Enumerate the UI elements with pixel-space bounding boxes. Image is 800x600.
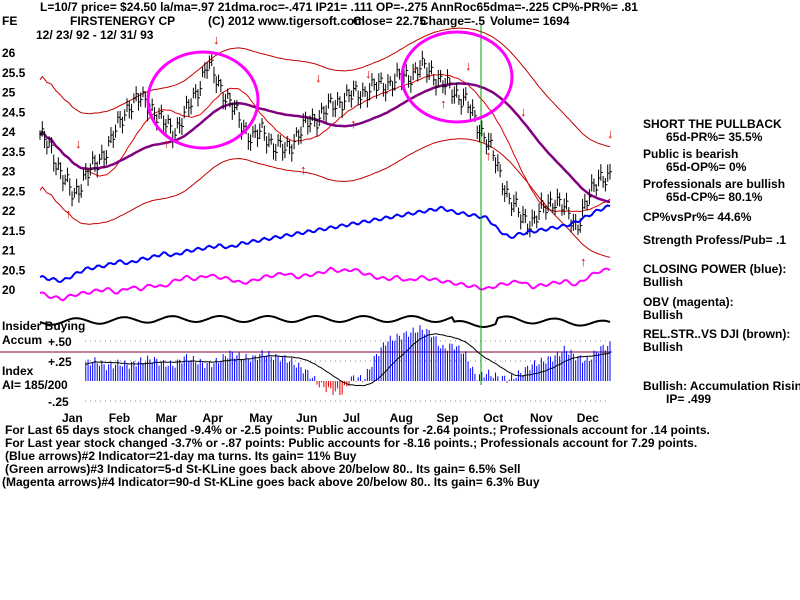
y-tick-label: 20.5 <box>2 263 26 277</box>
closing-power-label: CLOSING POWER (blue): <box>643 262 787 276</box>
change-value: Change=-.5 <box>420 14 486 28</box>
y-tick-label: 25.5 <box>2 66 26 80</box>
y-tick-label: 21.5 <box>2 224 26 238</box>
buy-arrow-icon: ↑ <box>440 96 447 111</box>
obv-label: OBV (magenta): <box>643 295 734 309</box>
cp-percent: 65d-CP%= 80.1% <box>666 190 763 204</box>
y-tick-label: 20 <box>2 283 16 297</box>
ip-value: IP= .499 <box>666 392 712 406</box>
sell-arrow-icon: ↓ <box>213 32 220 47</box>
x-tick-label: Jan <box>62 411 83 425</box>
y-tick-label: 25 <box>2 86 16 100</box>
acc-tick-label: -.25 <box>48 395 69 409</box>
relstr-line <box>39 314 611 329</box>
highlight-circle <box>400 30 514 124</box>
sell-arrow-icon: ↓ <box>607 126 614 141</box>
date-range: 12/ 23/ 92 - 12/ 31/ 93 <box>36 28 154 42</box>
y-tick-label: 26 <box>2 46 16 60</box>
x-tick-label: Jun <box>296 411 317 425</box>
sell-arrow-icon: ↓ <box>412 58 419 73</box>
buy-arrow-icon: ↑ <box>485 148 492 163</box>
y-tick-label: 23 <box>2 165 16 179</box>
buy-arrow-icon: ↑ <box>580 254 587 269</box>
ai-value: AI= 185/200 <box>2 378 68 392</box>
y-tick-label: 24 <box>2 125 16 139</box>
y-tick-label: 21 <box>2 244 16 258</box>
ticker: FE <box>2 14 18 28</box>
x-tick-label: Feb <box>109 411 130 425</box>
insider-label: Insider Buying <box>2 319 86 333</box>
highlight-circle <box>146 50 260 150</box>
x-tick-label: Apr <box>202 411 223 425</box>
cp-vs-pr: CP%vsPr%= 44.6% <box>643 210 752 224</box>
x-tick-label: May <box>249 411 273 425</box>
ma21-line <box>39 73 611 213</box>
relstr-value: Bullish <box>643 340 684 354</box>
x-tick-label: Mar <box>156 411 178 425</box>
accum-ma-line <box>85 333 611 387</box>
buy-arrow-icon: ↑ <box>65 206 72 221</box>
pros-status: Professionals are bullish <box>643 177 786 191</box>
y-tick-label: 22 <box>2 204 16 218</box>
x-tick-label: Nov <box>530 411 553 425</box>
buy-arrow-icon: ↑ <box>350 116 357 131</box>
public-status: Public is bearish <box>643 147 739 161</box>
x-tick-label: Jul <box>343 411 360 425</box>
volume-value: Volume= 1694 <box>490 14 570 28</box>
upper-band <box>39 27 611 148</box>
acc-tick-label: +.25 <box>48 355 72 369</box>
buy-arrow-icon: ↑ <box>300 162 307 177</box>
strength: Strength Profess/Pub= .1 <box>643 233 787 247</box>
ma65-line <box>38 82 611 204</box>
sell-arrow-icon: ↓ <box>465 58 472 73</box>
op-percent: 65d-OP%= 0% <box>666 160 747 174</box>
y-tick-label: 22.5 <box>2 184 26 198</box>
obv-line <box>39 266 611 302</box>
x-tick-label: Aug <box>390 411 413 425</box>
obv-value: Bullish <box>643 308 684 322</box>
signal: SHORT THE PULLBACK <box>643 117 782 131</box>
sell-arrow-icon: ↓ <box>75 136 82 151</box>
x-tick-label: Dec <box>577 411 599 425</box>
sell-arrow-icon: ↓ <box>365 66 372 81</box>
note-65-day: For Last 65 days stock changed -9.4% or … <box>5 423 710 437</box>
accum-label: Accum <box>2 333 43 347</box>
relstr-label: REL.STR..VS DJI (brown): <box>643 327 791 341</box>
sell-arrow-icon: ↓ <box>520 104 527 119</box>
note-green-arrows: (Green arrows)#3 Indicator=5-d St-KLine … <box>5 462 521 476</box>
close-value: Close= 22.75 <box>353 14 427 28</box>
y-tick-label: 24.5 <box>2 105 26 119</box>
x-tick-label: Sep <box>436 411 458 425</box>
buy-arrow-icon: ↑ <box>163 136 170 151</box>
indicator-summary: L=10/7 price= $24.50 la/ma=.97 21dma.roc… <box>40 0 638 14</box>
company-name: FIRSTENERGY CP <box>70 14 176 28</box>
sell-arrow-icon: ↓ <box>315 70 322 85</box>
accum-status: Bullish: Accumulation Rising <box>643 379 800 393</box>
copyright: (C) 2012 www.tigersoft.com <box>208 14 365 28</box>
acc-tick-label: +.50 <box>48 335 72 349</box>
lower-band <box>39 138 611 258</box>
closing-power-line <box>39 204 611 284</box>
closing-power-value: Bullish <box>643 275 684 289</box>
x-tick-label: Oct <box>483 411 503 425</box>
note-last-year: For Last year stock changed -3.7% or -.8… <box>5 436 698 450</box>
note-blue-arrows: (Blue arrows)#2 Indicator=21-day ma turn… <box>5 449 357 463</box>
index-label: Index <box>2 364 34 378</box>
note-magenta-arrows: (Magenta arrows)#4 Indicator=90-d St-KLi… <box>2 475 540 489</box>
y-tick-label: 23.5 <box>2 145 26 159</box>
pr-percent: 65d-PR%= 35.5% <box>666 130 763 144</box>
